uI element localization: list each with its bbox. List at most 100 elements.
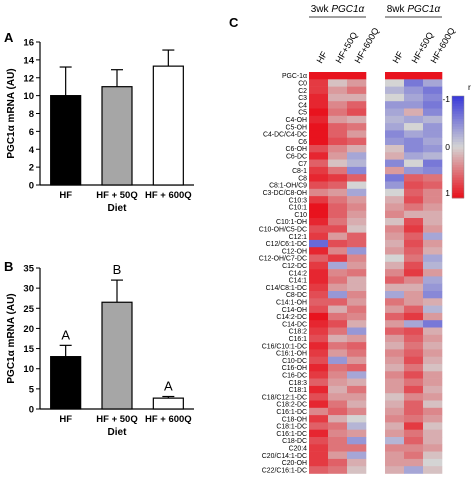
color-scale-step xyxy=(452,180,464,184)
heatmap-cell xyxy=(309,247,329,255)
heatmap-cell xyxy=(309,356,329,365)
color-scale-step xyxy=(452,124,464,127)
group-title-gene: PGC1α xyxy=(331,4,364,15)
heatmap-cell xyxy=(404,393,424,401)
heatmap-cell xyxy=(347,137,367,146)
heatmap-cell xyxy=(347,159,367,168)
heatmap-cell xyxy=(309,86,329,95)
heatmap-cell xyxy=(328,458,348,467)
color-scale-step xyxy=(452,162,464,166)
heatmap-cell xyxy=(385,451,405,460)
heatmap-cell xyxy=(404,378,424,387)
heatmap-cell xyxy=(385,466,405,474)
heatmap-cell xyxy=(423,400,443,409)
x-tick-label: HF xyxy=(59,190,72,201)
row-label: C16/C10:1-DC xyxy=(262,343,307,350)
heatmap-cell xyxy=(404,115,424,124)
row-label: C6-OH xyxy=(286,146,307,153)
heatmap-cell xyxy=(385,72,405,80)
heatmap-cell xyxy=(309,312,329,321)
heatmap-cell xyxy=(404,166,424,175)
row-label: C20-OH xyxy=(282,460,307,467)
color-scale-tick: 0 xyxy=(445,142,450,152)
heatmap-cell xyxy=(404,247,424,255)
column-label: HF+600Q xyxy=(429,26,457,65)
heatmap-cell xyxy=(328,86,348,95)
heatmap-cell xyxy=(328,378,348,387)
heatmap-cell xyxy=(309,385,329,394)
heatmap-cell xyxy=(328,276,348,284)
heatmap-cell xyxy=(309,349,329,357)
heatmap-cell xyxy=(309,188,329,197)
heatmap-cell xyxy=(423,276,443,284)
row-label: PGC-1α xyxy=(282,73,307,80)
color-scale-step xyxy=(452,195,464,199)
heatmap-cell xyxy=(423,422,443,430)
y-tick-label: 20 xyxy=(23,324,34,335)
heatmap-cell xyxy=(385,371,405,379)
y-tick-label: 16 xyxy=(23,38,34,49)
heatmap-cell xyxy=(404,349,424,357)
heatmap-cell xyxy=(347,327,367,336)
heatmap-cell xyxy=(423,429,443,438)
heatmap-cell xyxy=(423,334,443,343)
heatmap-cell xyxy=(309,72,329,80)
heatmap-cell xyxy=(404,145,424,153)
color-scale-step xyxy=(452,108,464,112)
heatmap-cell xyxy=(328,422,348,430)
heatmap-cell xyxy=(423,130,443,138)
heatmap-cell xyxy=(347,203,367,211)
color-scale-step xyxy=(452,187,464,191)
row-label: C14/C8:1-DC xyxy=(266,285,307,292)
heatmap-cell xyxy=(423,378,443,387)
heatmap-cell xyxy=(385,349,405,357)
heatmap-cell xyxy=(423,152,443,160)
heatmap-cell xyxy=(404,79,424,87)
heatmap-cell xyxy=(328,320,348,328)
color-scale-step xyxy=(452,169,464,173)
y-tick-label: 4 xyxy=(29,145,35,156)
heatmap-cell xyxy=(328,108,348,117)
heatmap-cell xyxy=(309,174,329,182)
heatmap-cell xyxy=(404,437,424,445)
color-scale-step xyxy=(452,136,464,140)
heatmap-cell xyxy=(328,130,348,138)
heatmap-cell xyxy=(385,312,405,321)
heatmap-cell xyxy=(328,247,348,255)
heatmap-cell xyxy=(423,291,443,299)
row-label: C20/C14:1-DC xyxy=(262,453,307,460)
x-tick-label: HF + 50Q xyxy=(96,190,137,201)
heatmap-cell xyxy=(328,188,348,197)
heatmap-cell xyxy=(309,269,329,277)
group-title: 8wk PGC1α xyxy=(387,4,441,15)
heatmap-cell xyxy=(328,196,348,204)
heatmap-cell xyxy=(385,101,405,109)
heatmap-cell xyxy=(404,86,424,95)
heatmap-cell xyxy=(309,137,329,146)
heatmap-cell xyxy=(404,283,424,292)
row-label: C12-DC xyxy=(282,263,307,270)
heatmap-cell xyxy=(309,166,329,175)
heatmap-cell xyxy=(404,123,424,131)
color-scale-title: r xyxy=(468,82,471,92)
heatmap-cell xyxy=(328,210,348,219)
heatmap-cell xyxy=(347,451,367,460)
heatmap-cell xyxy=(385,174,405,182)
row-label: C6-DC xyxy=(286,154,307,161)
y-tick-label: 5 xyxy=(29,384,35,395)
heatmap-cell xyxy=(347,225,367,233)
heatmap-cell xyxy=(385,130,405,138)
heatmap-cell xyxy=(328,239,348,248)
x-tick-label: HF + 600Q xyxy=(145,414,192,425)
heatmap-cell xyxy=(385,188,405,197)
color-scale-step xyxy=(452,185,464,189)
heatmap-cell xyxy=(423,364,443,372)
heatmap-cell xyxy=(404,188,424,197)
heatmap-cell xyxy=(385,422,405,430)
heatmap-cell xyxy=(404,108,424,117)
heatmap-cell xyxy=(309,415,329,423)
heatmap-cell xyxy=(423,356,443,365)
heatmap-cell xyxy=(385,305,405,314)
row-label: C4-OH xyxy=(286,117,307,124)
